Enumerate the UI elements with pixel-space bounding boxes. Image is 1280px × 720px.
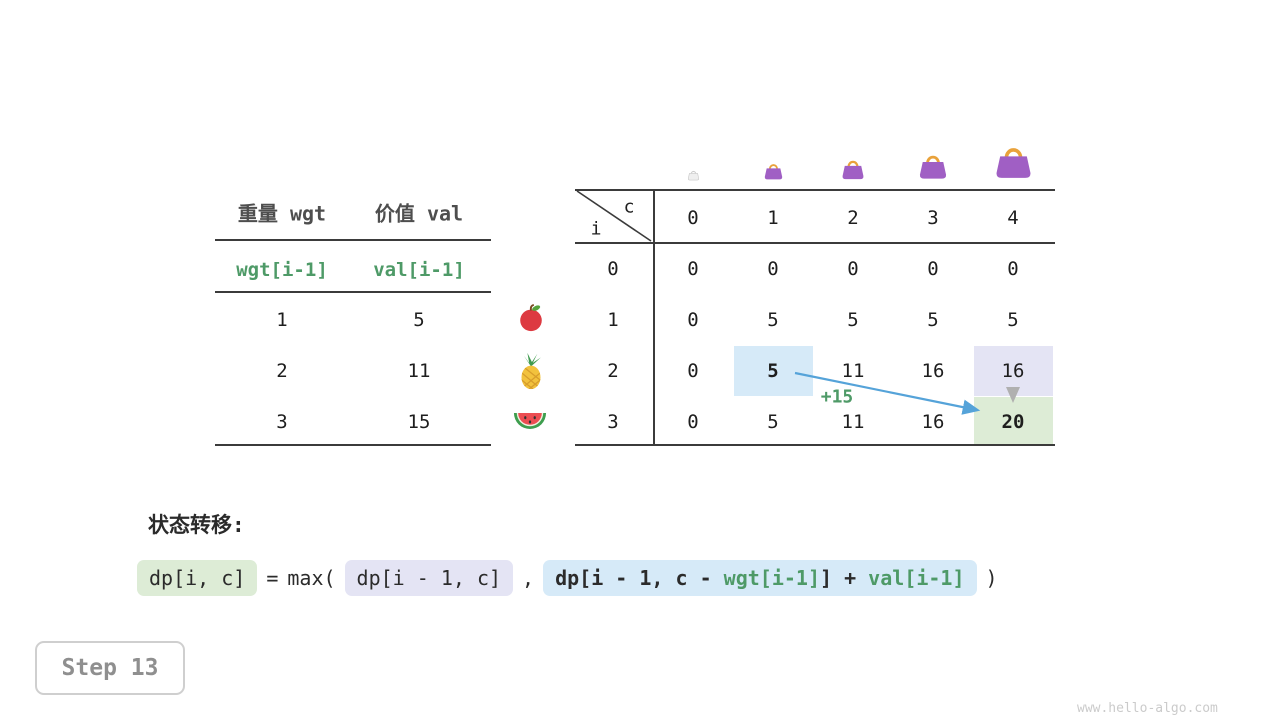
- dp-cell-3-3: 16: [921, 411, 945, 433]
- watermark: www.hello-algo.com: [1077, 701, 1218, 716]
- dp-cell-0-4: 0: [1007, 258, 1019, 280]
- transition-formula: dp[i, c] = max( dp[i - 1, c] , dp[i - 1,…: [137, 560, 998, 596]
- arg2-val: val[i-1]: [868, 566, 965, 590]
- step-label: Step 13: [61, 655, 159, 681]
- dp-table-divider: [575, 444, 1055, 446]
- comma: ,: [522, 566, 535, 590]
- bag-icon-empty: [687, 169, 700, 181]
- bag-icon-small: [763, 161, 784, 181]
- transition-arg1-chip: dp[i - 1, c]: [344, 560, 514, 596]
- item-table-divider: [215, 291, 491, 293]
- bag-icon-xlarge: [993, 142, 1034, 181]
- dp-cell-1-2: 5: [847, 309, 859, 331]
- corner-diagonal-line: [576, 190, 652, 242]
- dp-table-divider: [575, 189, 1055, 191]
- highlight-target-cell: [974, 397, 1053, 444]
- bag-icon-medium: [840, 157, 866, 181]
- dp-cell-1-1: 5: [767, 309, 779, 331]
- item-table-divider: [215, 239, 491, 241]
- dp-col-header: 2: [847, 207, 859, 229]
- pineapple-icon: [516, 352, 546, 390]
- dp-corner-row-var: i: [590, 218, 602, 240]
- transition-title: 状态转移:: [148, 513, 245, 537]
- item-table-header-wgt: 重量 wgt: [237, 201, 327, 226]
- dp-cell-3-2: 11: [841, 411, 865, 433]
- item-row-val: 15: [407, 411, 431, 433]
- item-formula-val: val[i-1]: [373, 259, 465, 281]
- transition-lhs-chip: dp[i, c]: [137, 560, 258, 596]
- dp-col-header: 0: [687, 207, 699, 229]
- dp-cell-2-3: 16: [921, 360, 945, 382]
- dp-cell-0-0: 0: [687, 258, 699, 280]
- equals-sign: =: [266, 566, 279, 590]
- dp-table-divider: [575, 242, 1055, 244]
- watermelon-icon: [513, 410, 547, 432]
- transition-arg2-chip: dp[i - 1, c - wgt[i-1]] + val[i-1]: [543, 560, 977, 596]
- dp-cell-0-1: 0: [767, 258, 779, 280]
- bag-icon-large: [917, 151, 949, 181]
- dp-col-header: 1: [767, 207, 779, 229]
- item-formula-wgt: wgt[i-1]: [236, 259, 328, 281]
- step-badge: Step 13: [35, 641, 185, 695]
- item-table-header-val: 价值 val: [374, 201, 464, 226]
- item-table-divider: [215, 444, 491, 446]
- item-row-val: 5: [413, 309, 425, 331]
- dp-cell-2-4: 16: [1001, 360, 1025, 382]
- dp-cell-0-3: 0: [927, 258, 939, 280]
- dp-cell-2-0: 0: [687, 360, 699, 382]
- arg2-wgt: wgt[i-1]: [723, 566, 820, 590]
- dp-corner-col-var: c: [623, 196, 635, 218]
- dp-row-header: 1: [607, 309, 619, 331]
- dp-col-header: 4: [1007, 207, 1019, 229]
- dp-cell-1-3: 5: [927, 309, 939, 331]
- apple-icon: [516, 303, 546, 333]
- arrow-value-label: +15: [820, 386, 854, 408]
- dp-col-header: 3: [927, 207, 939, 229]
- dp-row-header: 3: [607, 411, 619, 433]
- dp-cell-1-4: 5: [1007, 309, 1019, 331]
- dp-cell-3-4: 20: [1001, 411, 1025, 433]
- item-row-wgt: 3: [276, 411, 288, 433]
- item-row-val: 11: [407, 360, 431, 382]
- dp-row-header: 0: [607, 258, 619, 280]
- item-row-wgt: 1: [276, 309, 288, 331]
- dp-row-header: 2: [607, 360, 619, 382]
- arg2-mid: ] +: [820, 566, 869, 590]
- item-row-wgt: 2: [276, 360, 288, 382]
- dp-cell-3-1: 5: [767, 411, 779, 433]
- dp-cell-0-2: 0: [847, 258, 859, 280]
- dp-cell-3-0: 0: [687, 411, 699, 433]
- dp-cell-1-0: 0: [687, 309, 699, 331]
- dp-table-divider: [653, 189, 655, 446]
- close-paren: ): [985, 566, 998, 590]
- dp-cell-2-1: 5: [767, 360, 779, 382]
- arg2-prefix: dp[i - 1, c -: [555, 566, 724, 590]
- dp-cell-2-2: 11: [841, 360, 865, 382]
- max-open: max(: [287, 566, 336, 590]
